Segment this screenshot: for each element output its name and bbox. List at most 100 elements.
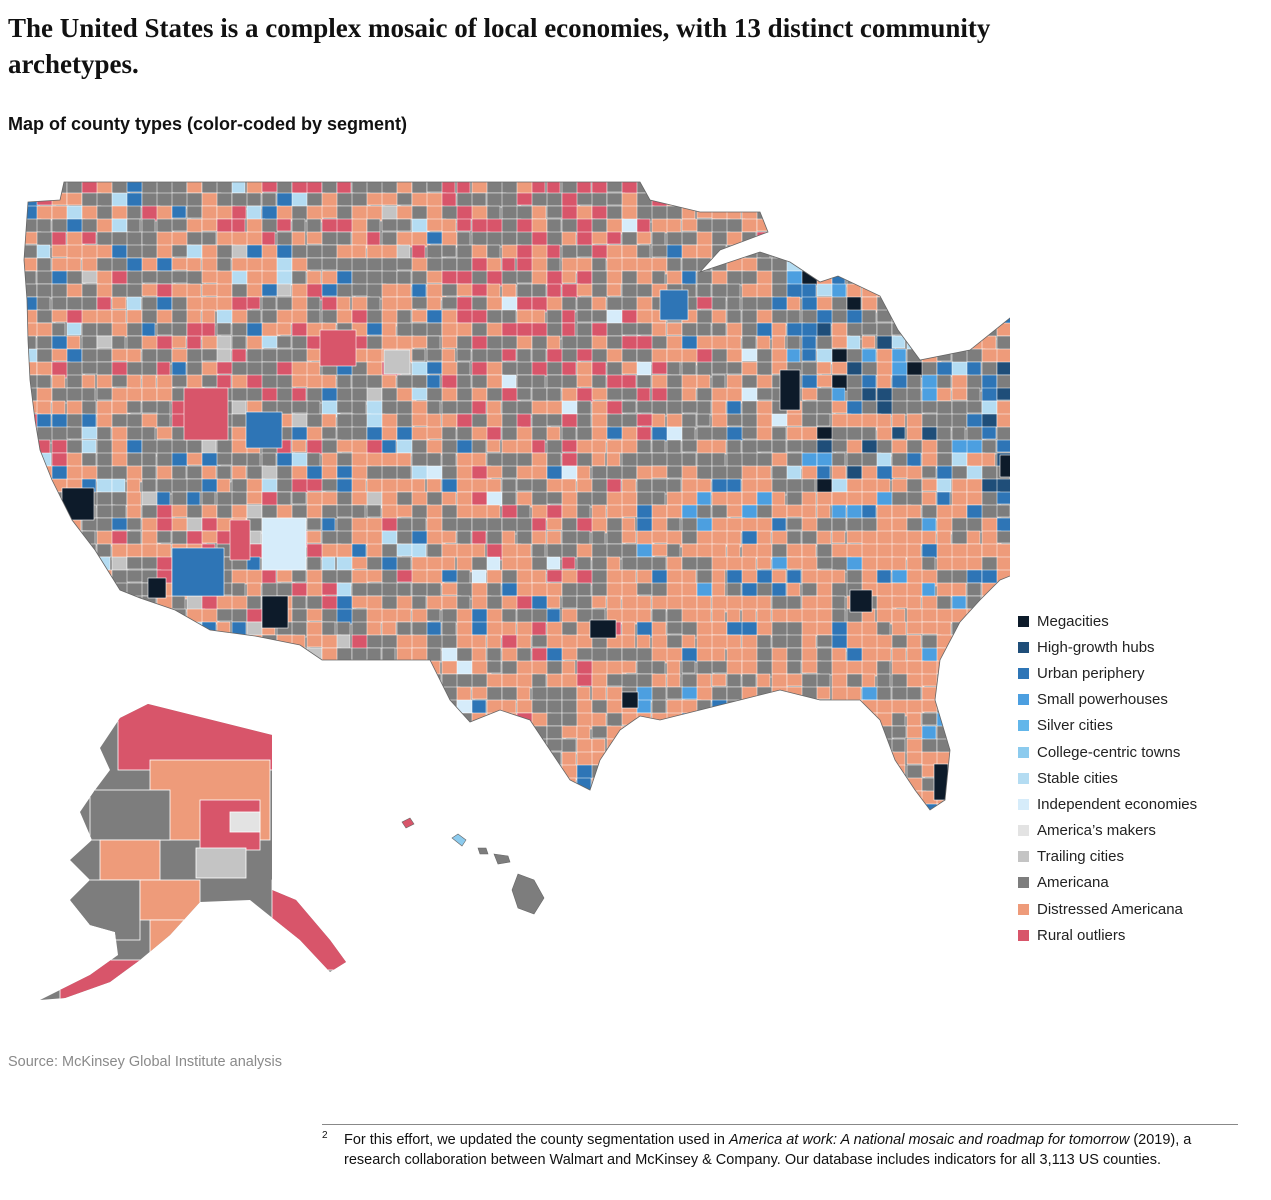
county-cell bbox=[351, 478, 367, 493]
county-cell bbox=[576, 530, 591, 546]
county-cell bbox=[471, 569, 487, 584]
county-cell bbox=[921, 686, 938, 701]
county-cell bbox=[516, 686, 531, 701]
county-cell bbox=[291, 465, 309, 481]
county-cell bbox=[831, 569, 846, 585]
county-cell bbox=[66, 556, 86, 570]
county-cell bbox=[66, 322, 82, 336]
county-cell bbox=[126, 569, 144, 583]
county-cell bbox=[381, 777, 401, 793]
county-cell bbox=[246, 257, 264, 272]
county-cell bbox=[486, 478, 502, 493]
county-cell bbox=[261, 712, 276, 727]
county-cell bbox=[786, 738, 807, 753]
county-cell bbox=[711, 673, 727, 687]
county-cell bbox=[81, 699, 99, 714]
county-cell bbox=[561, 803, 576, 810]
county-cell bbox=[681, 400, 700, 414]
county-cell bbox=[171, 608, 187, 624]
county-cell bbox=[381, 647, 396, 662]
county-cell bbox=[771, 608, 788, 624]
county-cell bbox=[411, 374, 428, 390]
county-cell bbox=[921, 400, 939, 414]
county-cell bbox=[231, 673, 247, 689]
county-cell bbox=[846, 504, 863, 520]
county-cell bbox=[636, 543, 655, 558]
county-cell bbox=[996, 322, 1010, 337]
county-cell bbox=[711, 621, 728, 636]
county-cell bbox=[996, 504, 1010, 518]
county-cell bbox=[201, 660, 222, 677]
county-cell bbox=[756, 647, 775, 662]
county-cell bbox=[366, 725, 384, 740]
county-cell bbox=[36, 725, 52, 739]
county-cell bbox=[786, 790, 802, 807]
county-cell bbox=[396, 374, 414, 390]
county-cell bbox=[321, 517, 336, 532]
county-cell bbox=[666, 374, 684, 389]
county-cell bbox=[441, 725, 458, 742]
county-cell bbox=[561, 790, 582, 805]
county-cell bbox=[741, 309, 759, 325]
county-cell bbox=[66, 387, 85, 402]
county-cell bbox=[66, 569, 85, 584]
county-cell bbox=[246, 452, 261, 468]
county-cell bbox=[756, 777, 771, 793]
county-cell bbox=[786, 244, 802, 261]
county-cell bbox=[861, 322, 878, 336]
county-cell bbox=[591, 556, 610, 571]
county-cell bbox=[141, 491, 160, 506]
county-cell bbox=[621, 257, 640, 272]
county-cell bbox=[591, 452, 606, 467]
county-cell bbox=[471, 426, 489, 441]
footnote-marker: 2 bbox=[322, 1130, 328, 1141]
county-cell bbox=[51, 517, 67, 535]
county-cell bbox=[771, 738, 789, 756]
county-cell bbox=[336, 738, 352, 754]
county-cell bbox=[216, 218, 233, 233]
county-cell bbox=[276, 257, 293, 272]
county-cell bbox=[126, 582, 145, 598]
county-cell bbox=[426, 712, 441, 728]
county-cell bbox=[396, 556, 412, 572]
county-cell bbox=[981, 764, 999, 782]
county-cell bbox=[936, 205, 957, 221]
county-cell bbox=[861, 673, 876, 689]
county-cell bbox=[126, 621, 145, 635]
county-cell bbox=[936, 387, 952, 402]
county-cell bbox=[321, 712, 340, 728]
county-cell bbox=[996, 764, 1010, 782]
county-cell bbox=[231, 647, 250, 661]
county-cell bbox=[756, 790, 776, 806]
county-cell bbox=[966, 244, 982, 258]
county-cell bbox=[786, 647, 803, 662]
county-cell bbox=[756, 803, 772, 810]
county-cell bbox=[951, 777, 966, 795]
county-cell bbox=[546, 660, 565, 676]
county-cell bbox=[66, 426, 83, 440]
county-cell bbox=[981, 283, 999, 300]
county-cell bbox=[576, 673, 593, 687]
county-cell bbox=[816, 634, 834, 648]
county-cell bbox=[786, 517, 805, 531]
county-cell bbox=[561, 517, 578, 532]
county-cell bbox=[516, 738, 535, 754]
county-cell bbox=[516, 296, 533, 311]
county-cell bbox=[276, 348, 294, 364]
county-cell bbox=[381, 218, 400, 232]
source-note: Source: McKinsey Global Institute analys… bbox=[8, 1054, 283, 1070]
county-cell bbox=[111, 660, 129, 675]
county-cell bbox=[216, 595, 234, 611]
county-cell bbox=[51, 231, 67, 247]
county-cell bbox=[276, 738, 292, 756]
county-cell bbox=[816, 699, 834, 715]
county-cell bbox=[996, 751, 1010, 767]
county-cell bbox=[96, 309, 113, 325]
county-cell bbox=[996, 257, 1010, 272]
county-cell bbox=[546, 504, 563, 520]
county-cell bbox=[351, 738, 371, 754]
county-cell bbox=[381, 686, 399, 700]
county-cell bbox=[666, 387, 685, 403]
county-cell bbox=[516, 335, 533, 350]
county-cell bbox=[426, 777, 444, 791]
